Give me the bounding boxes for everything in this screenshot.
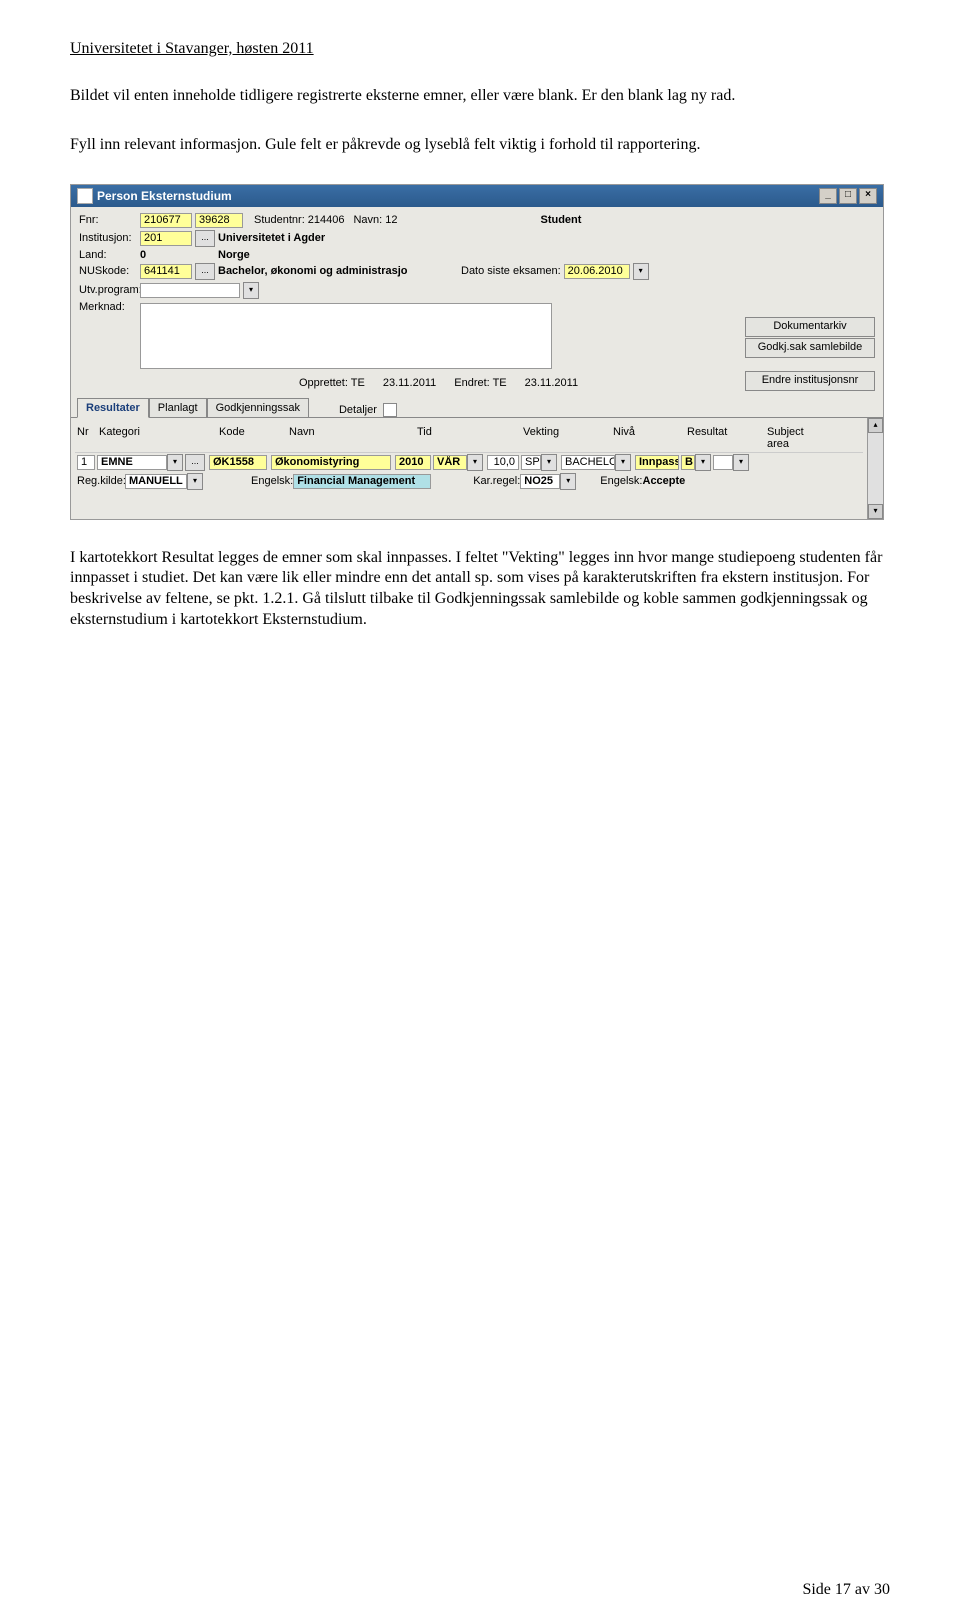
cell-vekting-unit[interactable]: SP bbox=[521, 455, 541, 470]
nuskode-lookup-button[interactable]: ... bbox=[195, 263, 215, 280]
page-footer: Side 17 av 30 bbox=[802, 1581, 890, 1599]
studentnr-value: 214406 bbox=[308, 214, 345, 226]
paragraph-3: I kartotekkort Resultat legges de emner … bbox=[70, 548, 890, 631]
maximize-icon[interactable]: □ bbox=[839, 188, 857, 204]
cell-engelsk[interactable]: Financial Management bbox=[293, 474, 431, 489]
kategori-lookup-button[interactable]: ... bbox=[185, 454, 205, 471]
vertical-scrollbar[interactable]: ▴ ▾ bbox=[867, 418, 883, 519]
cell-regkilde[interactable]: MANUELL bbox=[125, 474, 187, 489]
utvprogram-dropdown[interactable]: ▾ bbox=[243, 282, 259, 299]
table-row: 1 EMNE ▾ ... ØK1558 Økonomistyring 2010 … bbox=[75, 453, 863, 472]
opprettet-label: Opprettet: TE bbox=[299, 377, 365, 389]
cell-kategori[interactable]: EMNE bbox=[97, 455, 167, 470]
godkjsak-samlebilde-button[interactable]: Godkj.sak samlebilde bbox=[745, 338, 875, 358]
endret-label: Endret: TE bbox=[454, 377, 506, 389]
dato-siste-input[interactable]: 20.06.2010 bbox=[564, 264, 630, 279]
window-icon bbox=[77, 188, 93, 204]
cell-tid-sem[interactable]: VÅR bbox=[433, 455, 467, 470]
cell-resultat-b[interactable]: B bbox=[681, 455, 695, 470]
regkilde-dropdown[interactable]: ▾ bbox=[187, 473, 203, 490]
scroll-down-icon[interactable]: ▾ bbox=[868, 504, 883, 519]
fnr1-input[interactable]: 210677 bbox=[140, 213, 192, 228]
land-label: Land: bbox=[79, 249, 137, 261]
paragraph-1: Bildet vil enten inneholde tidligere reg… bbox=[70, 86, 890, 107]
col-area: area bbox=[767, 438, 827, 450]
scroll-up-icon[interactable]: ▴ bbox=[868, 418, 883, 433]
tab-planlagt[interactable]: Planlagt bbox=[149, 398, 207, 417]
cell-resultat[interactable]: Innpass bbox=[635, 455, 679, 470]
col-resultat: Resultat bbox=[687, 426, 767, 450]
page: Universitetet i Stavanger, høsten 2011 B… bbox=[0, 0, 960, 1619]
col-niva: Nivå bbox=[613, 426, 687, 450]
opprettet-date: 23.11.2011 bbox=[383, 377, 436, 389]
utvprogram-label: Utv.program: bbox=[79, 284, 137, 296]
institusjon-name: Universitetet i Agder bbox=[218, 232, 325, 244]
col-kategori: Kategori bbox=[99, 426, 219, 450]
dato-siste-dropdown[interactable]: ▾ bbox=[633, 263, 649, 280]
cell-kode[interactable]: ØK1558 bbox=[209, 455, 267, 470]
navn-value: 12 bbox=[385, 214, 397, 226]
navn-label: Navn: bbox=[353, 214, 382, 226]
cell-navn[interactable]: Økonomistyring bbox=[271, 455, 391, 470]
fnr2-input[interactable]: 39628 bbox=[195, 213, 243, 228]
vekting-dropdown[interactable]: ▾ bbox=[541, 454, 557, 471]
engelsk-label: Engelsk: bbox=[251, 475, 293, 487]
page-header: Universitetet i Stavanger, høsten 2011 bbox=[70, 40, 890, 58]
detaljer-checkbox[interactable] bbox=[383, 403, 397, 417]
merknad-label: Merknad: bbox=[79, 301, 137, 313]
student-label: Student bbox=[540, 214, 581, 226]
window-title: Person Eksternstudium bbox=[97, 189, 232, 203]
tab-resultater[interactable]: Resultater bbox=[77, 398, 149, 418]
paragraph-2: Fyll inn relevant informasjon. Gule felt… bbox=[70, 135, 890, 156]
cell-tid-year[interactable]: 2010 bbox=[395, 455, 431, 470]
cell-niva[interactable]: BACHELO bbox=[561, 455, 615, 470]
institusjon-lookup-button[interactable]: ... bbox=[195, 230, 215, 247]
institusjon-label: Institusjon: bbox=[79, 232, 137, 244]
col-navn: Navn bbox=[289, 426, 417, 450]
dato-siste-label: Dato siste eksamen: bbox=[461, 265, 561, 277]
cell-nr[interactable]: 1 bbox=[77, 455, 95, 470]
merknad-textarea[interactable] bbox=[140, 303, 552, 369]
detaljer-label: Detaljer bbox=[339, 404, 377, 416]
fnr-label: Fnr: bbox=[79, 214, 137, 226]
land-name: Norge bbox=[218, 249, 250, 261]
studentnr-label: Studentnr: bbox=[254, 214, 305, 226]
nuskode-name: Bachelor, økonomi og administrasjo bbox=[218, 265, 448, 277]
utvprogram-input[interactable] bbox=[140, 283, 240, 298]
subject-dropdown[interactable]: ▾ bbox=[733, 454, 749, 471]
grid-area: Nr Kategori Kode Navn Tid Vekting Nivå R… bbox=[71, 418, 867, 519]
land-value: 0 bbox=[140, 249, 192, 261]
endre-institusjonsnr-button[interactable]: Endre institusjonsnr bbox=[745, 371, 875, 391]
col-nr: Nr bbox=[77, 426, 99, 450]
screenshot-window: Person Eksternstudium _ □ × Fnr: 210677 … bbox=[70, 184, 884, 520]
nuskode-input[interactable]: 641141 bbox=[140, 264, 192, 279]
engelsk2-label: Engelsk: bbox=[600, 475, 642, 487]
engelsk2-value: Accepte bbox=[643, 475, 686, 487]
cell-subject[interactable] bbox=[713, 455, 733, 470]
cell-vekting-val[interactable]: 10,0 bbox=[487, 455, 519, 470]
tab-godkjenningssak[interactable]: Godkjenningssak bbox=[207, 398, 309, 417]
nuskode-label: NUSkode: bbox=[79, 265, 137, 277]
regkilde-label: Reg.kilde: bbox=[77, 475, 125, 487]
col-kode: Kode bbox=[219, 426, 289, 450]
close-icon[interactable]: × bbox=[859, 188, 877, 204]
col-subject: Subject bbox=[767, 426, 827, 438]
dokumentarkiv-button[interactable]: Dokumentarkiv bbox=[745, 317, 875, 337]
tid-dropdown[interactable]: ▾ bbox=[467, 454, 483, 471]
niva-dropdown[interactable]: ▾ bbox=[615, 454, 631, 471]
col-vekting: Vekting bbox=[523, 426, 613, 450]
cell-karregel[interactable]: NO25 bbox=[520, 474, 560, 489]
titlebar: Person Eksternstudium _ □ × bbox=[71, 185, 883, 207]
karregel-label: Kar.regel: bbox=[473, 475, 520, 487]
minimize-icon[interactable]: _ bbox=[819, 188, 837, 204]
tabbar: Resultater Planlagt Godkjenningssak Deta… bbox=[71, 397, 883, 418]
endret-date: 23.11.2011 bbox=[525, 377, 578, 389]
form-area: Fnr: 210677 39628 Studentnr: 214406 Navn… bbox=[71, 207, 883, 397]
col-tid: Tid bbox=[417, 426, 523, 450]
karregel-dropdown[interactable]: ▾ bbox=[560, 473, 576, 490]
institusjon-input[interactable]: 201 bbox=[140, 231, 192, 246]
resultat-dropdown[interactable]: ▾ bbox=[695, 454, 711, 471]
kategori-dropdown[interactable]: ▾ bbox=[167, 454, 183, 471]
table-row: Reg.kilde: MANUELL ▾ Engelsk: Financial … bbox=[75, 472, 863, 491]
